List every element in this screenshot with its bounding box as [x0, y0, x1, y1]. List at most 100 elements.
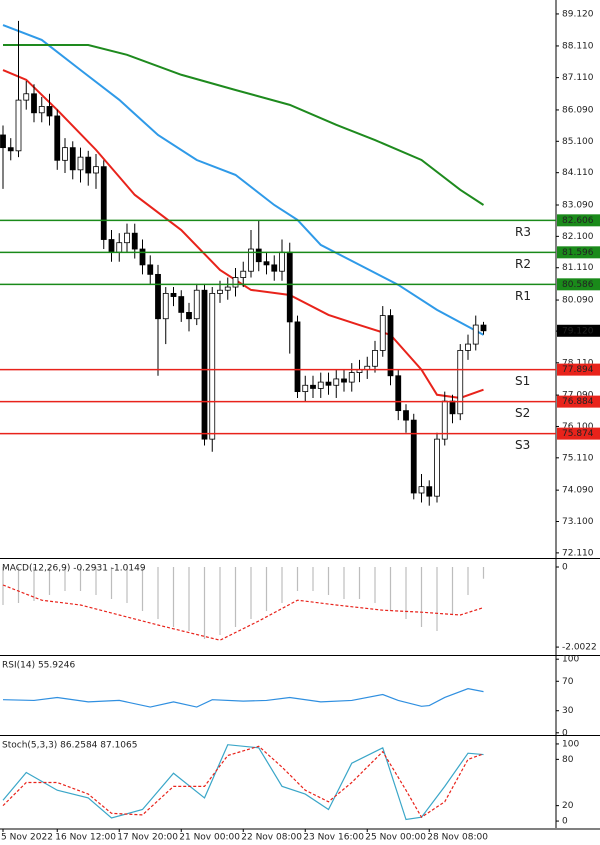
x-tick-label: 16 Nov 12:00: [55, 833, 116, 843]
y-tick-label: 30: [562, 706, 574, 716]
candle-body: [271, 264, 278, 272]
y-tick-label: 0: [562, 563, 568, 573]
histogram-bar: [358, 567, 361, 599]
candle-body: [232, 277, 239, 288]
x-tick-label: 21 Nov 00:00: [179, 833, 240, 843]
candle-body: [310, 384, 316, 389]
candle-body: [426, 486, 433, 497]
moving-average: [2, 69, 484, 399]
candle-body: [217, 289, 223, 294]
histogram-bar: [157, 567, 159, 619]
y-tick-label: -2.0022: [562, 643, 597, 653]
histogram-bar: [436, 567, 438, 631]
candle-body: [255, 248, 262, 263]
level-price: 76.884: [562, 397, 594, 407]
candle-body: [155, 273, 161, 320]
histogram-bar: [48, 567, 51, 595]
candle-body: [395, 375, 402, 412]
candle-body: [472, 324, 479, 345]
histogram-bar: [389, 567, 392, 611]
level-price-box: [557, 427, 600, 440]
histogram-bar: [405, 567, 407, 619]
candle-body: [162, 292, 169, 320]
candle-body: [38, 106, 45, 114]
histogram-bar: [312, 567, 314, 591]
candle-body: [186, 312, 192, 320]
candle-body: [31, 93, 37, 114]
candle-body: [410, 419, 417, 494]
histogram-bar: [420, 567, 423, 627]
indicator-line: [2, 744, 484, 821]
candle-body: [131, 232, 138, 250]
histogram-bar: [141, 567, 144, 611]
y-tick-label: 82.100: [562, 232, 594, 242]
y-tick-label: 84.110: [562, 168, 594, 178]
level-name: R1: [515, 289, 531, 303]
y-tick-label: 74.090: [562, 486, 594, 496]
histogram-bar: [219, 567, 221, 635]
histogram-bar: [482, 567, 485, 579]
candle-body: [302, 384, 309, 393]
histogram-bar: [126, 567, 128, 603]
moving-average: [2, 24, 484, 336]
candle-body: [7, 147, 14, 152]
histogram-bar: [172, 567, 175, 627]
y-tick-label: 89.120: [562, 9, 594, 19]
candle-body: [240, 270, 247, 278]
histogram-bar: [296, 567, 299, 591]
level-price: 80.586: [562, 280, 594, 290]
histogram-bar: [343, 567, 345, 599]
histogram-bar: [2, 567, 4, 605]
histogram-bar: [281, 567, 283, 603]
level-price-box: [557, 214, 600, 227]
level-name: R3: [515, 225, 531, 239]
candle-body: [201, 289, 208, 440]
indicator-line: [2, 688, 484, 708]
level-price: 77.894: [562, 365, 594, 375]
level-price-box: [557, 278, 600, 291]
histogram-bar: [110, 567, 113, 599]
y-tick-label: 70: [562, 677, 574, 687]
candle-body: [434, 438, 440, 497]
candle-body: [418, 486, 425, 494]
last-price-box: [557, 324, 600, 337]
y-tick-label: 100: [562, 655, 579, 665]
histogram-bar: [79, 567, 82, 591]
x-tick-label: 23 Nov 16:00: [303, 833, 364, 843]
last-price: 79.120: [562, 326, 594, 336]
candle-body: [93, 166, 99, 174]
histogram-bar: [451, 567, 454, 615]
y-tick-label: 0: [562, 817, 568, 827]
candle-body: [147, 264, 154, 275]
level-price: 82.606: [562, 216, 594, 226]
histogram-bar: [203, 567, 206, 639]
level-price-box: [557, 395, 600, 408]
candle-body: [279, 251, 285, 272]
candle-body: [465, 343, 471, 351]
candle-body: [193, 289, 200, 320]
x-tick-label: 22 Nov 08:00: [241, 833, 302, 843]
histogram-bar: [33, 567, 35, 601]
candle-body: [341, 378, 347, 383]
histogram-bar: [265, 567, 268, 611]
y-tick-label: 87.110: [562, 73, 594, 83]
candle-body: [77, 156, 84, 171]
y-tick-label: 76.100: [562, 422, 594, 432]
histogram-bar: [64, 567, 66, 591]
candle-body: [449, 400, 456, 415]
histogram-bar: [327, 567, 330, 595]
level-price: 81.596: [562, 248, 594, 258]
candle-body: [15, 99, 22, 152]
indicator-title: MACD(12,26,9) -0.2931 -1.0149: [2, 564, 146, 574]
candle-body: [263, 261, 270, 266]
candle-body: [116, 242, 123, 253]
candle-body: [139, 248, 146, 266]
candle-body: [100, 166, 107, 240]
candle-body: [124, 232, 130, 244]
candle-body: [286, 251, 293, 323]
level-name: S2: [515, 406, 530, 420]
candle-body: [69, 147, 76, 171]
histogram-bar: [467, 567, 469, 595]
candle-body: [379, 315, 386, 351]
